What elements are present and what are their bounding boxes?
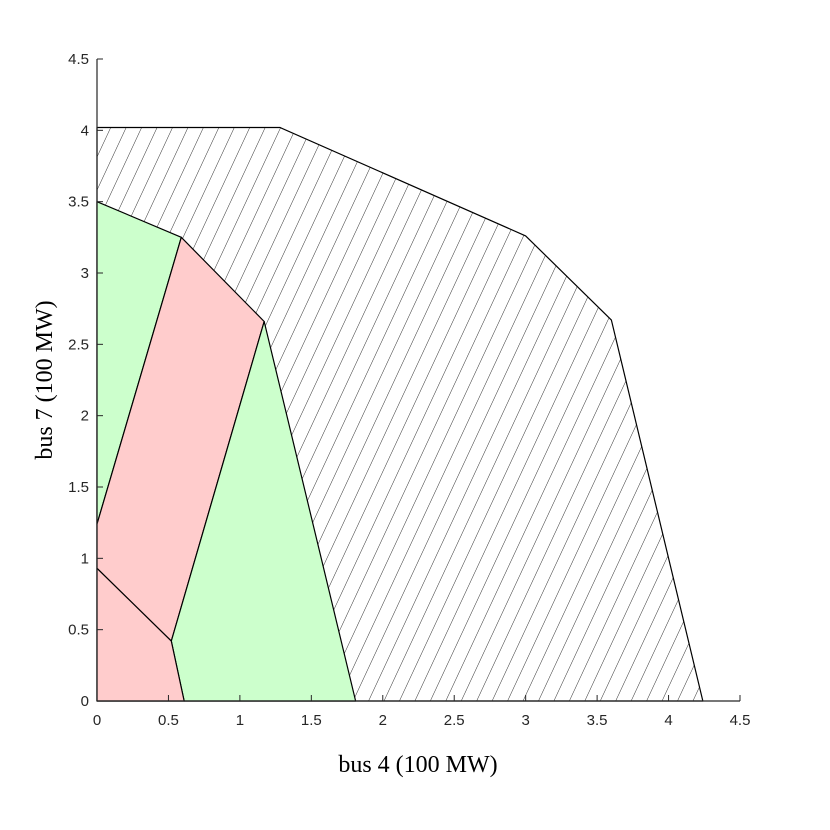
x-tick-label: 0 — [93, 712, 101, 729]
y-tick-label: 3.5 — [68, 194, 89, 211]
x-tick-label: 2 — [379, 712, 387, 729]
x-tick-label: 1 — [236, 712, 244, 729]
x-ticks: 0 0.5 1 1.5 2 2.5 3 3.5 4 4.5 — [93, 695, 751, 729]
y-tick-label: 4.5 — [68, 51, 89, 68]
x-tick-label: 4.5 — [730, 712, 751, 729]
y-axis-label: bus 7 (100 MW) — [32, 300, 58, 459]
y-tick-label: 1 — [81, 550, 89, 567]
y-tick-label: 1.5 — [68, 479, 89, 496]
y-tick-label: 3 — [81, 265, 89, 282]
y-tick-label: 2 — [81, 408, 89, 425]
y-ticks: 0 0.5 1 1.5 2 2.5 3 3.5 4 4.5 — [68, 51, 103, 710]
y-tick-label: 2.5 — [68, 336, 89, 353]
axes — [96, 59, 740, 702]
y-tick-label: 4 — [81, 122, 89, 139]
x-tick-label: 1.5 — [301, 712, 322, 729]
x-tick-label: 3 — [521, 712, 529, 729]
y-tick-label: 0.5 — [68, 622, 89, 639]
x-tick-label: 3.5 — [587, 712, 608, 729]
plot-regions — [96, 126, 704, 702]
x-axis-label: bus 4 (100 MW) — [338, 752, 497, 778]
y-tick-label: 0 — [81, 693, 89, 710]
x-tick-label: 4 — [664, 712, 672, 729]
x-tick-label: 2.5 — [444, 712, 465, 729]
x-tick-label: 0.5 — [158, 712, 179, 729]
